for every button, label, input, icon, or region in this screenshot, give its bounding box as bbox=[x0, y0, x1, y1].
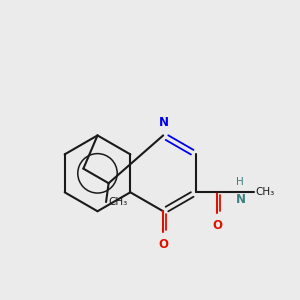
Text: H: H bbox=[236, 177, 244, 187]
Text: O: O bbox=[158, 238, 168, 250]
Text: N: N bbox=[159, 116, 169, 129]
Text: CH₃: CH₃ bbox=[108, 197, 128, 207]
Text: CH₃: CH₃ bbox=[256, 187, 275, 197]
Text: O: O bbox=[212, 218, 222, 232]
Text: N: N bbox=[236, 194, 246, 206]
